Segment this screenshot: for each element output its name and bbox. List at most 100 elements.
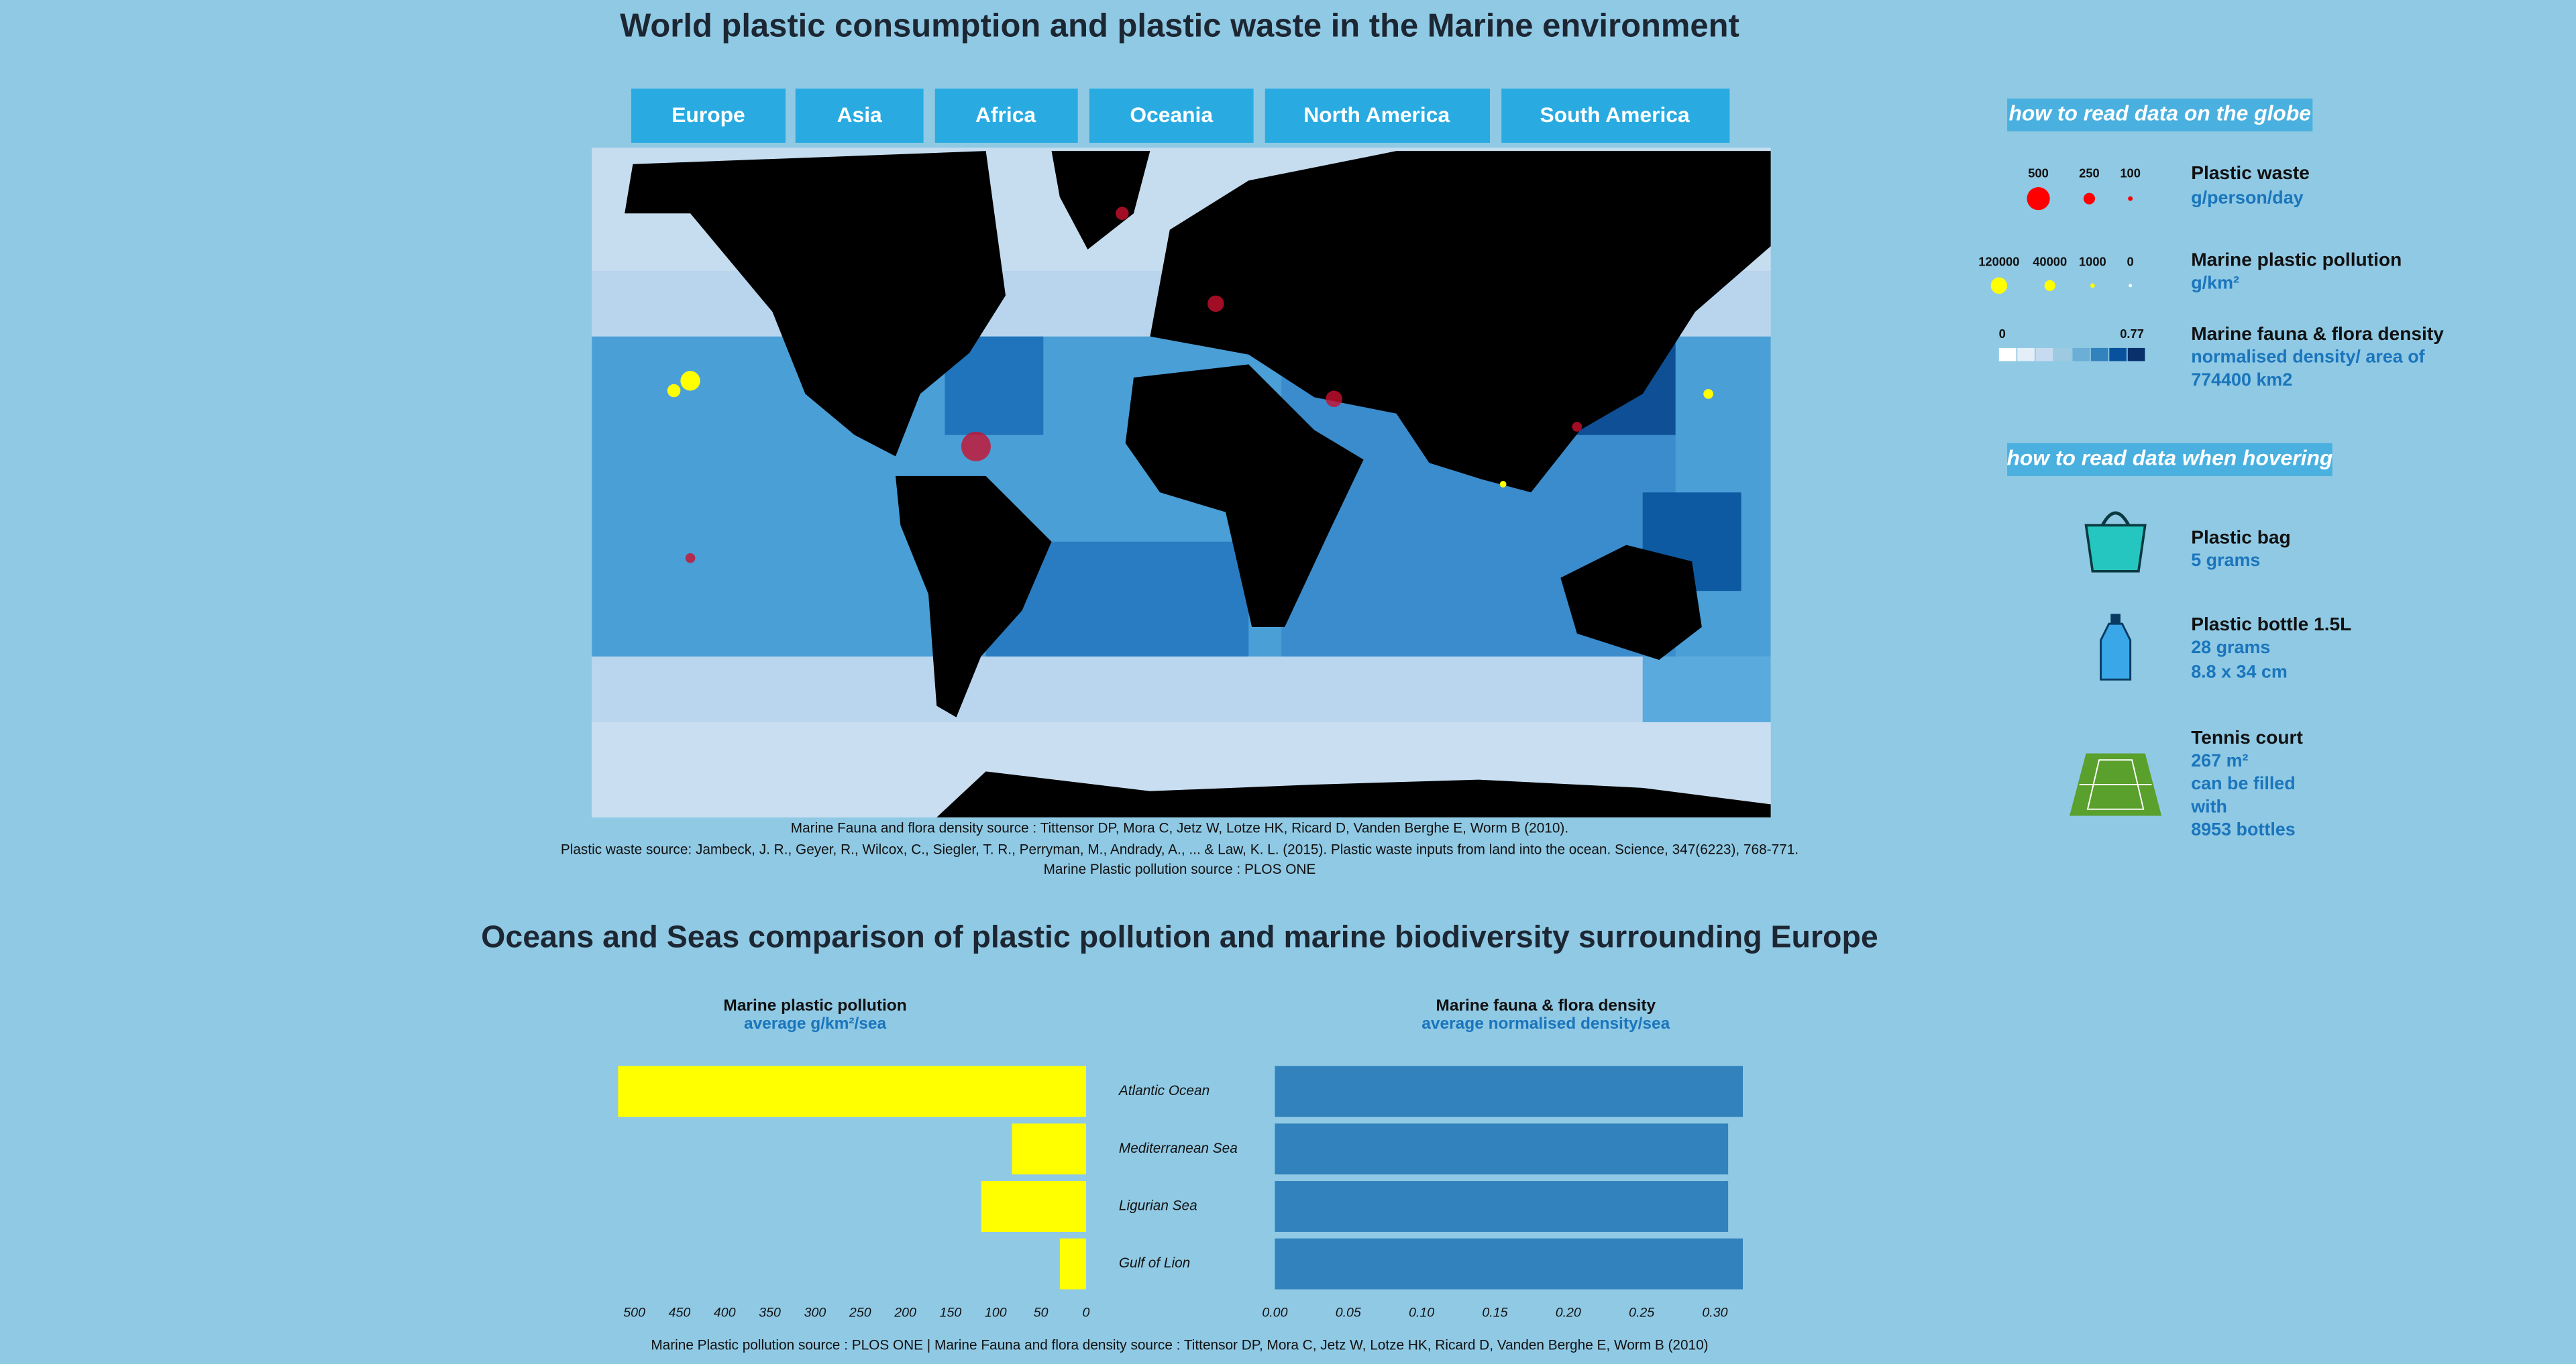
hover-item-detail: 8953 bottles xyxy=(2191,819,2296,840)
tab[interactable] xyxy=(1265,89,1491,143)
map-dot xyxy=(1572,422,1582,432)
page-title: World plastic consumption and plastic wa… xyxy=(620,8,1739,44)
legend-title: Marine plastic pollution xyxy=(2191,249,2402,270)
x-tick-label: 0.00 xyxy=(1262,1305,1287,1320)
bottle-icon xyxy=(2100,614,2132,681)
legend-size-label: 100 xyxy=(2120,166,2141,180)
map-dot xyxy=(680,371,700,391)
chart-title: Marine plastic pollution xyxy=(723,997,906,1015)
antarctica xyxy=(936,771,1771,817)
hover-item-detail: 267 m² xyxy=(2191,750,2248,771)
tab-label[interactable]: Europe xyxy=(672,103,745,127)
chart-subtitle: average g/km²/sea xyxy=(744,1015,887,1033)
bar xyxy=(1275,1181,1729,1232)
density-swatch xyxy=(1998,347,2017,361)
section-title: Oceans and Seas comparison of plastic po… xyxy=(481,919,1878,954)
tab-label[interactable]: Africa xyxy=(975,103,1036,127)
x-tick-label: 400 xyxy=(714,1305,736,1320)
legend-size-dot xyxy=(1990,277,2008,294)
density-swatch xyxy=(2054,347,2072,361)
legend-title: Plastic waste xyxy=(2191,162,2310,183)
density-swatch xyxy=(2072,347,2090,361)
x-tick-label: 0.10 xyxy=(1409,1305,1434,1320)
map-dot xyxy=(961,431,991,461)
legend-size-label: 250 xyxy=(2079,166,2100,180)
x-tick-label: 450 xyxy=(669,1305,691,1320)
x-tick-label: 0.05 xyxy=(1336,1305,1361,1320)
tab-label[interactable]: North America xyxy=(1303,103,1450,127)
eurasia xyxy=(1150,151,1771,493)
map-dots xyxy=(685,207,1582,563)
bar xyxy=(1275,1066,1743,1117)
map-dot xyxy=(1115,207,1129,220)
legend-size-dot xyxy=(2129,284,2133,288)
legend-size-label: 500 xyxy=(2028,166,2049,180)
map-cell xyxy=(592,657,1771,722)
density-swatch xyxy=(2017,347,2035,361)
x-tick-label: 350 xyxy=(759,1305,781,1320)
tab-label[interactable]: Oceania xyxy=(1130,103,1213,127)
x-tick-label: 500 xyxy=(623,1305,645,1320)
tab[interactable] xyxy=(795,89,924,143)
legend-size-dot xyxy=(2027,187,2050,211)
density-max: 0.77 xyxy=(2120,327,2144,341)
bar xyxy=(618,1066,1086,1117)
region-tabs: Europe Asia Africa Oceania North America… xyxy=(631,89,1730,143)
hover-item-detail: can be filled xyxy=(2191,773,2296,793)
map-dot xyxy=(1208,295,1224,312)
bar xyxy=(1012,1123,1086,1175)
legend-heading: how to read data when hovering xyxy=(2006,446,2332,470)
tab[interactable] xyxy=(1089,89,1254,143)
legend-heading-box xyxy=(2007,443,2332,476)
continents xyxy=(625,151,1771,817)
legend-unit: g/km² xyxy=(2191,273,2239,293)
map-dot xyxy=(1703,389,1713,399)
x-tick-label: 0.25 xyxy=(1629,1305,1654,1320)
map-cell xyxy=(1642,657,1771,722)
legend-size-label: 0 xyxy=(2127,254,2134,268)
legend-unit: g/person/day xyxy=(2191,187,2303,207)
map-dot xyxy=(1499,481,1507,488)
court-icon xyxy=(2070,753,2162,816)
legend-unit: 774400 km2 xyxy=(2191,370,2292,390)
density-min: 0 xyxy=(1999,327,2006,341)
tab-label[interactable]: Asia xyxy=(837,103,882,127)
tab[interactable] xyxy=(631,89,786,143)
tab[interactable] xyxy=(934,89,1078,143)
tab[interactable] xyxy=(1501,89,1730,143)
x-tick-label: 150 xyxy=(940,1305,962,1320)
legend-heading: how to read data on the globe xyxy=(2008,101,2310,125)
x-tick-label: 300 xyxy=(804,1305,826,1320)
legend-size-label: 1000 xyxy=(2079,254,2106,268)
map-dot xyxy=(685,553,696,563)
footer-note: Marine Plastic pollution source : PLOS O… xyxy=(651,1338,1708,1353)
x-tick-label: 250 xyxy=(849,1305,871,1320)
greenland xyxy=(1051,151,1150,250)
bar xyxy=(1275,1123,1729,1175)
tab-label[interactable]: South America xyxy=(1540,103,1690,127)
x-tick-label: 0.15 xyxy=(1482,1305,1507,1320)
density-swatch xyxy=(2035,347,2053,361)
north-america xyxy=(625,151,1006,457)
bar xyxy=(1275,1238,1743,1290)
legend-size-dot xyxy=(2083,192,2096,205)
legend-size-label: 120000 xyxy=(1978,254,2019,268)
hover-item-detail: 5 grams xyxy=(2191,550,2260,570)
hover-item-name: Plastic bottle 1.5L xyxy=(2191,614,2351,634)
category-label: Gulf of Lion xyxy=(1119,1255,1190,1271)
world-map xyxy=(592,148,1771,817)
x-tick-label: 0.20 xyxy=(1556,1305,1581,1320)
category-label: Mediterranean Sea xyxy=(1119,1141,1238,1156)
bar xyxy=(1059,1238,1086,1290)
density-swatch xyxy=(2127,347,2145,361)
source-note: Plastic waste source: Jambeck, J. R., Ge… xyxy=(561,842,1799,857)
hover-item-detail: with xyxy=(2190,796,2227,816)
legend-heading-box xyxy=(2007,98,2313,131)
source-note: Marine Fauna and flora density source : … xyxy=(791,821,1568,836)
legend-size-dot xyxy=(2128,196,2133,201)
hover-item-name: Tennis court xyxy=(2191,727,2303,748)
source-note: Marine Plastic pollution source : PLOS O… xyxy=(1044,862,1316,877)
map-dot xyxy=(667,384,681,398)
